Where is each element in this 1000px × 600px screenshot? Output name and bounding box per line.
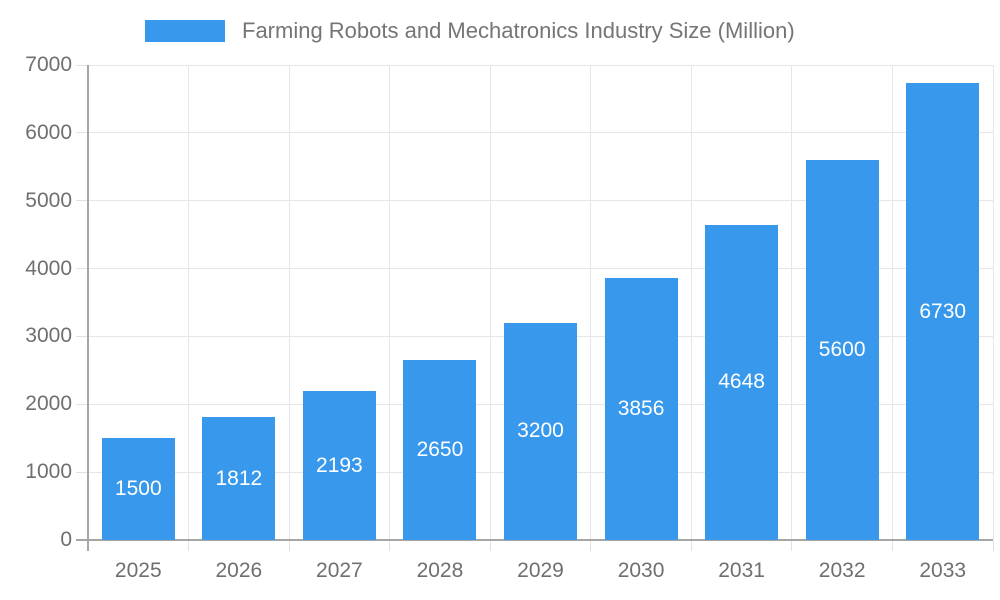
y-axis-tick-label: 6000: [25, 120, 72, 144]
x-gridline: [992, 65, 994, 540]
y-axis-tick-label: 7000: [25, 53, 72, 76]
bar-2027[interactable]: 2193: [302, 391, 376, 540]
x-axis-tick-label: 2028: [416, 559, 464, 582]
y-axis-tick-label: 4000: [25, 256, 72, 280]
bar-value-label: 1812: [215, 466, 263, 490]
bar-2030[interactable]: 3856: [604, 278, 678, 540]
x-gridline: [489, 65, 491, 540]
x-axis-tick: [389, 541, 391, 551]
x-axis-tick-label: 2027: [316, 559, 363, 582]
x-gridline: [288, 65, 290, 540]
y-axis-tick: [76, 471, 88, 473]
x-gridline: [590, 65, 592, 540]
bar-2026[interactable]: 1812: [202, 417, 276, 540]
x-axis-tick-label: 2033: [919, 559, 967, 582]
x-axis-tick: [690, 541, 692, 551]
y-gridline: [88, 64, 993, 66]
x-axis-tick: [791, 541, 793, 551]
y-gridline: [88, 132, 993, 134]
x-axis-tick-label: 2025: [114, 559, 162, 582]
y-axis-tick-label: 3000: [25, 324, 72, 348]
x-axis-tick: [992, 541, 994, 551]
legend-swatch: [145, 20, 225, 42]
y-gridline: [88, 200, 993, 202]
bar-2028[interactable]: 2650: [403, 360, 477, 540]
bar-2032[interactable]: 5600: [805, 160, 879, 540]
x-axis-tick-label: 2029: [517, 559, 564, 582]
x-gridline: [791, 65, 793, 540]
bar-value-label: 5600: [818, 338, 866, 361]
y-gridline: [88, 268, 993, 270]
x-gridline: [389, 65, 391, 540]
x-gridline: [690, 65, 692, 540]
y-axis-tick-label: 0: [60, 528, 72, 551]
y-axis-tick-label: 5000: [25, 188, 72, 212]
y-axis-tick: [76, 64, 88, 66]
x-axis-line: [76, 539, 993, 541]
x-axis-tick-label: 2026: [215, 559, 263, 582]
bar-value-label: 3200: [517, 419, 564, 443]
y-axis-tick-label: 2000: [25, 392, 72, 416]
x-axis-tick: [188, 541, 190, 551]
x-axis-tick: [891, 541, 893, 551]
bar-value-label: 6730: [919, 299, 967, 323]
y-axis-tick: [76, 403, 88, 405]
y-axis-tick: [76, 335, 88, 337]
y-axis-tick-label: 1000: [25, 460, 72, 484]
x-axis-tick-label: 2031: [718, 559, 765, 582]
chart-legend-item[interactable]: Farming Robots and Mechatronics Industry…: [145, 18, 795, 44]
x-axis-tick: [288, 541, 290, 551]
bar-value-label: 2650: [416, 438, 464, 462]
bar-2033[interactable]: 6730: [906, 83, 980, 540]
x-axis-tick: [489, 541, 491, 551]
x-gridline: [891, 65, 893, 540]
x-axis-tick-label: 2032: [818, 559, 866, 582]
x-gridline: [188, 65, 190, 540]
bar-2025[interactable]: 1500: [101, 438, 175, 540]
y-axis-tick: [76, 268, 88, 270]
x-axis-tick-label: 2030: [617, 559, 665, 582]
bar-value-label: 2193: [316, 453, 363, 477]
x-axis-tick: [590, 541, 592, 551]
bar-2031[interactable]: 4648: [705, 224, 779, 540]
y-axis-tick: [76, 132, 88, 134]
bar-value-label: 3856: [617, 397, 665, 421]
bar-value-label: 4648: [718, 370, 765, 394]
y-axis-line: [87, 65, 89, 551]
y-axis-tick: [76, 200, 88, 202]
bar-2029[interactable]: 3200: [504, 322, 577, 540]
bar-value-label: 1500: [114, 477, 162, 501]
legend-label: Farming Robots and Mechatronics Industry…: [242, 18, 795, 43]
